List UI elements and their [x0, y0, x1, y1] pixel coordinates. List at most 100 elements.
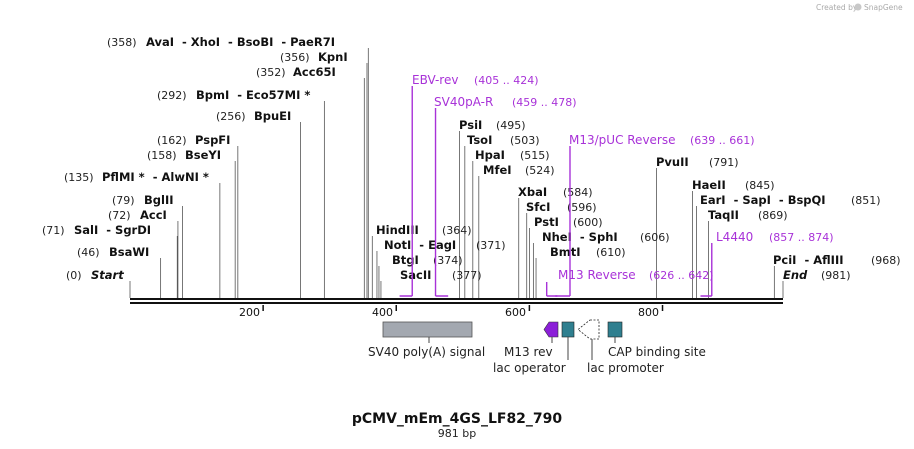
site-label[interactable]: PsiI (495)	[459, 118, 526, 132]
tick-label: 800	[638, 306, 659, 319]
svg-text:(135): (135)	[64, 171, 94, 184]
site-label[interactable]: (356) KpnI	[280, 50, 348, 64]
site-label[interactable]: (158) BseYI	[147, 148, 221, 162]
feature-label: M13 rev	[504, 345, 553, 359]
site-label[interactable]: End (981)	[783, 268, 851, 282]
svg-text:EBV-rev: EBV-rev	[412, 73, 458, 87]
site-name: SalI - SgrDI	[74, 223, 151, 237]
svg-text:(610): (610)	[596, 246, 626, 259]
svg-text:(72): (72)	[108, 209, 131, 222]
site-name: HpaI	[475, 148, 505, 162]
svg-text:(356): (356)	[280, 51, 310, 64]
primer-label[interactable]: M13/pUC Reverse (639 .. 661)	[569, 133, 755, 147]
site-name: PstI	[534, 215, 559, 229]
site-label[interactable]: (162) PspFI	[157, 133, 230, 147]
site-label[interactable]: (292) BpmI - Eco57MI *	[157, 88, 310, 102]
svg-text:(851): (851)	[851, 194, 881, 207]
svg-text:(405 .. 424): (405 .. 424)	[474, 74, 539, 87]
svg-text:(459 .. 478): (459 .. 478)	[512, 96, 577, 109]
site-label[interactable]: HaeII (845)	[692, 178, 775, 192]
site-label[interactable]: (135) PflMI * - AlwNI *	[64, 170, 209, 184]
site-label[interactable]: NotI - EagI (371)	[384, 238, 506, 252]
svg-text:(639 .. 661): (639 .. 661)	[690, 134, 755, 147]
site-label[interactable]: (0) Start	[66, 268, 124, 282]
site-labels: (358) AvaI - XhoI - BsoBI - PaeR7I (356) K…	[42, 35, 901, 282]
site-label[interactable]: (256) BpuEI	[216, 109, 291, 123]
svg-text:M13/pUC Reverse: M13/pUC Reverse	[569, 133, 676, 147]
cap-binding-site-feature[interactable]	[607, 321, 623, 338]
site-label[interactable]: TsoI (503)	[467, 133, 540, 147]
site-label[interactable]: (79) BglII	[112, 193, 174, 207]
brand-text: SnapGene	[864, 3, 903, 12]
site-label[interactable]: TaqII (869)	[708, 208, 788, 222]
site-name: TsoI	[467, 133, 492, 147]
feature-label: lac promoter	[587, 361, 664, 375]
site-label[interactable]: SacII (377)	[400, 268, 482, 282]
site-label[interactable]: PstI (600)	[534, 215, 603, 229]
svg-text:(791): (791)	[709, 156, 739, 169]
site-label[interactable]: (71) SalI - SgrDI	[42, 223, 151, 237]
lac-operator-feature[interactable]	[561, 321, 575, 338]
credit-text: Created by	[816, 3, 858, 12]
feature-label: CAP binding site	[608, 345, 706, 359]
primer-label[interactable]: M13 Reverse (626 .. 642)	[558, 268, 714, 282]
snapgene-logo-icon	[854, 3, 862, 11]
site-label[interactable]: HpaI (515)	[475, 148, 550, 162]
features: SV40 poly(A) signal M13 rev lac operator…	[368, 319, 706, 375]
site-label[interactable]: PciI - AflIII (968)	[773, 253, 901, 267]
site-name: SacII	[400, 268, 431, 282]
site-label[interactable]: XbaI (584)	[518, 185, 593, 199]
site-name: NheI - SphI	[542, 230, 618, 244]
site-label[interactable]: NheI - SphI (606)	[542, 230, 670, 244]
site-label[interactable]: HindIII (364)	[376, 223, 472, 237]
tick-label: 600	[505, 306, 526, 319]
svg-text:(626 .. 642): (626 .. 642)	[649, 269, 714, 282]
site-name: PsiI	[459, 118, 482, 132]
site-name: PvuII	[656, 155, 689, 169]
site-label[interactable]: EarI - SapI - BspQI (851)	[700, 193, 881, 207]
m13-rev-feature[interactable]	[543, 321, 559, 338]
primer-label[interactable]: SV40pA-R (459 .. 478)	[434, 95, 577, 109]
site-label[interactable]: BmtI (610)	[550, 245, 626, 259]
svg-text:M13 Reverse: M13 Reverse	[558, 268, 636, 282]
site-name: PflMI * - AlwNI *	[102, 170, 209, 184]
map-length: 981 bp	[438, 427, 476, 440]
site-label[interactable]: (358) AvaI - XhoI - BsoBI - PaeR7I	[107, 35, 335, 49]
svg-text:SV40pA-R: SV40pA-R	[434, 95, 493, 109]
primer-label[interactable]: EBV-rev (405 .. 424)	[412, 73, 539, 87]
svg-text:(495): (495)	[496, 119, 526, 132]
site-name: BtgI	[392, 253, 419, 267]
svg-text:(857 .. 874): (857 .. 874)	[769, 231, 834, 244]
site-name: BglII	[144, 193, 174, 207]
svg-text:(503): (503)	[510, 134, 540, 147]
lac-promoter-feature[interactable]	[577, 319, 600, 340]
site-label[interactable]: PvuII (791)	[656, 155, 739, 169]
site-name: BpmI - Eco57MI *	[196, 88, 310, 102]
svg-text:(371): (371)	[476, 239, 506, 252]
site-name: NotI - EagI	[384, 238, 456, 252]
sv40-polya-signal-feature[interactable]	[382, 321, 473, 338]
site-label[interactable]: (46) BsaWI	[77, 245, 149, 259]
site-label[interactable]: MfeI (524)	[483, 163, 555, 177]
svg-text:(364): (364)	[442, 224, 472, 237]
site-name: TaqII	[708, 208, 739, 222]
svg-text:(256): (256)	[216, 110, 246, 123]
site-label[interactable]: (352) Acc65I	[256, 65, 336, 79]
svg-text:(515): (515)	[520, 149, 550, 162]
site-name: XbaI	[518, 185, 547, 199]
site-label[interactable]: (72) AccI	[108, 208, 167, 222]
svg-text:(358): (358)	[107, 36, 137, 49]
site-name: BsaWI	[109, 245, 149, 259]
primer-bracket	[434, 108, 449, 297]
primer-bracket	[700, 243, 713, 297]
primer-bracket	[555, 146, 571, 297]
svg-text:(79): (79)	[112, 194, 135, 207]
svg-text:L4440: L4440	[716, 230, 753, 244]
primer-label[interactable]: L4440 (857 .. 874)	[716, 230, 834, 244]
site-name: PciI - AflIII	[773, 253, 844, 267]
site-label[interactable]: BtgI (374)	[392, 253, 463, 267]
svg-text:(377): (377)	[452, 269, 482, 282]
site-name: SfcI	[526, 200, 550, 214]
site-label[interactable]: SfcI (596)	[526, 200, 597, 214]
primer-bracket	[399, 86, 413, 297]
